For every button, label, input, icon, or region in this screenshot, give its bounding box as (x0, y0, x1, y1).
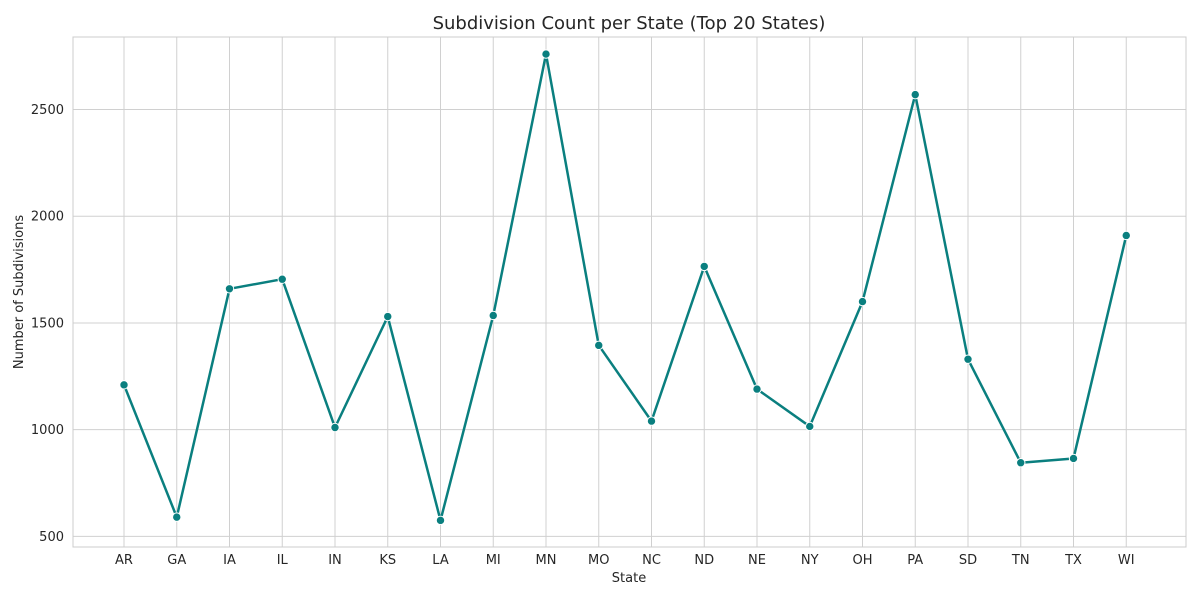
grid (73, 37, 1186, 547)
x-tick-label: SD (959, 553, 977, 568)
x-tick-label: NC (642, 553, 661, 568)
data-point-il (277, 274, 287, 284)
data-point-ia (224, 284, 235, 294)
data-point-nd (699, 261, 709, 272)
series-line (122, 52, 1128, 522)
data-point-oh (857, 296, 868, 307)
x-tick-label: TX (1064, 553, 1082, 568)
x-tick-label: NY (801, 553, 819, 568)
x-tick-label: WI (1118, 553, 1135, 568)
data-point-tx (1068, 453, 1079, 464)
x-tick-label: TN (1011, 553, 1030, 568)
data-point-ks (383, 311, 393, 322)
x-tick-label: IA (223, 553, 236, 568)
x-tick-label: MI (486, 553, 501, 568)
x-tick-label: KS (379, 553, 396, 568)
x-tick-label: AR (115, 553, 133, 568)
y-tick-label: 500 (39, 530, 64, 545)
y-tick-label: 1500 (31, 316, 64, 331)
data-point-la (435, 515, 446, 526)
x-tick-label: IL (277, 553, 289, 568)
x-tick-label: PA (907, 553, 923, 568)
x-tick-label: OH (852, 553, 872, 568)
x-axis-label: State (612, 571, 646, 586)
x-axis-ticks: AR GA IA IL IN KS LA MI MN MO NC ND NE NY OH PA SD TN TX WI (115, 553, 1135, 568)
series-layer (119, 49, 1131, 526)
x-tick-label: NE (748, 553, 766, 568)
x-tick-label: GA (167, 553, 186, 568)
y-axis-label: Number of Subdivisions (12, 215, 27, 370)
y-tick-label: 2000 (31, 210, 64, 225)
x-tick-label: MO (588, 553, 609, 568)
y-axis-ticks: 500 1000 1500 2000 2500 (31, 103, 64, 545)
x-tick-label: IN (328, 553, 342, 568)
x-tick-label: MN (536, 553, 557, 568)
plot-frame (72, 36, 1187, 548)
data-point-ny (805, 421, 815, 432)
data-point-pa (910, 89, 920, 100)
data-point-mn (541, 49, 551, 59)
data-point-ga (172, 512, 182, 522)
x-tick-label: LA (432, 553, 449, 568)
y-tick-label: 1000 (31, 423, 64, 438)
data-point-in (330, 422, 340, 433)
chart-title: Subdivision Count per State (Top 20 Stat… (433, 13, 826, 34)
data-point-wi (1121, 230, 1131, 241)
data-point-sd (963, 354, 973, 364)
x-tick-label: ND (694, 553, 714, 568)
data-point-ne (752, 384, 762, 394)
data-point-mi (488, 310, 498, 321)
data-point-nc (646, 416, 657, 426)
data-point-ar (119, 380, 129, 390)
y-tick-label: 2500 (31, 103, 64, 118)
data-point-mo (594, 340, 604, 351)
data-point-tn (1016, 458, 1026, 468)
